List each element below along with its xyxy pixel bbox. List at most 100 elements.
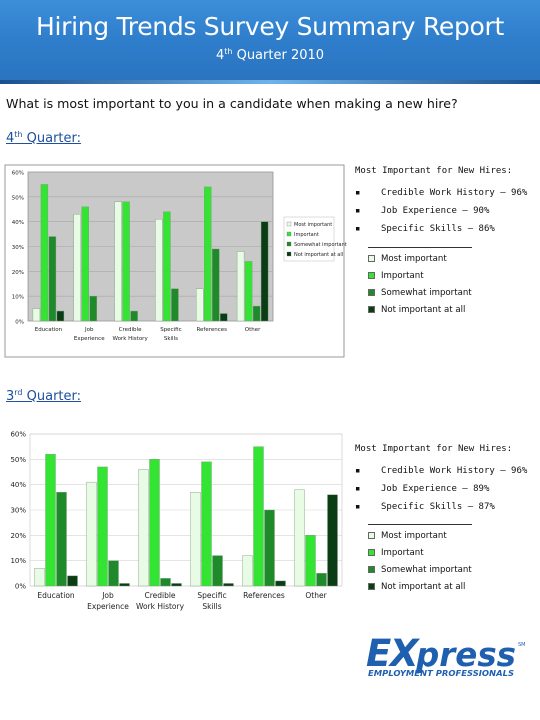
- x-tick-label: Education: [37, 591, 75, 600]
- page-subtitle: 4th Quarter 2010: [0, 47, 540, 63]
- bar: [212, 555, 223, 587]
- legend-label: Important: [381, 547, 424, 558]
- legend-q4: Most important Important Somewhat import…: [368, 247, 472, 318]
- summary-title: Most Important for New Hires:: [355, 444, 513, 454]
- bar: [67, 575, 78, 587]
- section-label-number: 3: [6, 389, 15, 404]
- logo-tagline: EMPLOYMENT PROFESSIONALS: [368, 669, 514, 678]
- legend-swatch: [368, 583, 375, 590]
- y-tick-label: 60%: [10, 431, 26, 439]
- legend-swatch: [286, 221, 292, 227]
- chart-q3: 0% 10% 20% 30% 40% 50% 60% Education Job Experien…: [10, 431, 343, 611]
- summary-item-text: Credible Work History – 96%: [381, 466, 528, 476]
- x-tick-label: Credible: [144, 591, 175, 600]
- summary-item-text: Credible Work History – 96%: [381, 188, 528, 198]
- section-label-text: Quarter:: [22, 131, 82, 146]
- legend-q3: Most important Important Somewhat import…: [368, 524, 472, 595]
- bar: [201, 461, 212, 587]
- y-tick-label: 30%: [10, 507, 26, 515]
- bar: [327, 494, 338, 587]
- bar: [56, 310, 65, 322]
- bar: [97, 466, 108, 587]
- legend-label: Somewhat important: [381, 564, 472, 575]
- y-tick-label: 60%: [12, 171, 24, 177]
- subtitle-number: 4: [215, 48, 225, 63]
- legend-swatch: [368, 272, 375, 279]
- bar: [260, 221, 269, 322]
- bar: [163, 211, 171, 322]
- y-tick-label: 20%: [12, 270, 24, 276]
- y-tick-label: 40%: [12, 220, 24, 226]
- summary-item-text: Specific Skills – 86%: [381, 224, 495, 234]
- y-tick-label: 50%: [12, 195, 24, 201]
- legend-swatch: [286, 241, 292, 247]
- bar: [149, 459, 160, 587]
- bar: [114, 201, 122, 322]
- bar: [223, 583, 234, 587]
- chart-q4: 0% 10% 20% 30% 40% 50% 60% Education Job Experien…: [4, 164, 347, 358]
- bar: [160, 578, 171, 587]
- page-title: Hiring Trends Survey Summary Report: [35, 12, 505, 41]
- legend-item: Important: [368, 267, 472, 284]
- bar: [108, 560, 119, 587]
- logo-trademark: SM: [518, 642, 526, 648]
- x-tick-label: Education: [35, 327, 63, 333]
- bullet: ▪: [355, 224, 361, 234]
- y-tick-label: 0%: [15, 583, 26, 591]
- legend-label: Somewhat important: [381, 287, 472, 298]
- section-label-text: Quarter:: [22, 389, 82, 404]
- bar: [32, 308, 41, 322]
- legend-label: Most important: [294, 222, 332, 228]
- bar: [171, 288, 179, 322]
- legend-label: Not important at all: [294, 252, 343, 258]
- legend-item: Most important: [368, 250, 472, 267]
- section-label-number: 4: [6, 131, 15, 146]
- bar: [220, 313, 228, 322]
- x-tick-label: Other: [245, 327, 261, 333]
- legend-swatch: [368, 306, 375, 313]
- summary-item: ▪ Specific Skills – 87%: [355, 498, 527, 516]
- legend-swatch: [368, 532, 375, 539]
- x-tick-label: References: [243, 591, 285, 600]
- bar: [275, 580, 286, 587]
- bar: [122, 201, 130, 322]
- bar: [130, 310, 138, 322]
- section-label-suffix: rd: [14, 388, 23, 397]
- x-tick-label: Job: [101, 591, 114, 600]
- legend-swatch: [368, 549, 375, 556]
- legend-label: Not important at all: [381, 304, 466, 315]
- bar: [204, 186, 212, 322]
- y-tick-label: 50%: [10, 456, 26, 464]
- x-tick-label: Job: [84, 327, 94, 333]
- legend-item: Somewhat important: [368, 284, 472, 301]
- legend-label: Somewhat important: [294, 242, 347, 248]
- bar: [119, 583, 130, 587]
- survey-question: What is most important to you in a candi…: [6, 96, 458, 111]
- bar: [196, 288, 204, 322]
- y-tick-label: 20%: [10, 532, 26, 540]
- summary-item: ▪ Specific Skills – 86%: [355, 220, 527, 238]
- x-tick-label: Experience: [87, 602, 129, 611]
- bullet: ▪: [355, 206, 361, 216]
- legend-rule: [368, 247, 472, 248]
- summary-item: ▪ Job Experience – 89%: [355, 480, 527, 498]
- bullet: ▪: [355, 484, 361, 494]
- bar: [236, 251, 245, 322]
- header-banner: [0, 0, 540, 82]
- bar: [294, 489, 305, 587]
- legend-swatch: [368, 566, 375, 573]
- header-divider: [0, 80, 540, 84]
- bar: [138, 469, 149, 587]
- bar: [316, 573, 327, 587]
- bar: [86, 481, 97, 587]
- legend-swatch: [286, 231, 292, 237]
- x-tick-label: Specific: [197, 591, 226, 600]
- summary-title: Most Important for New Hires:: [355, 166, 513, 176]
- x-tick-label: Credible: [119, 327, 142, 333]
- bar: [34, 568, 45, 587]
- logo-wordmark-rest: press: [415, 635, 516, 674]
- bar: [155, 218, 163, 322]
- summary-item: ▪ Job Experience – 90%: [355, 202, 527, 220]
- bar: [252, 305, 261, 322]
- summary-item-text: Job Experience – 90%: [381, 206, 490, 216]
